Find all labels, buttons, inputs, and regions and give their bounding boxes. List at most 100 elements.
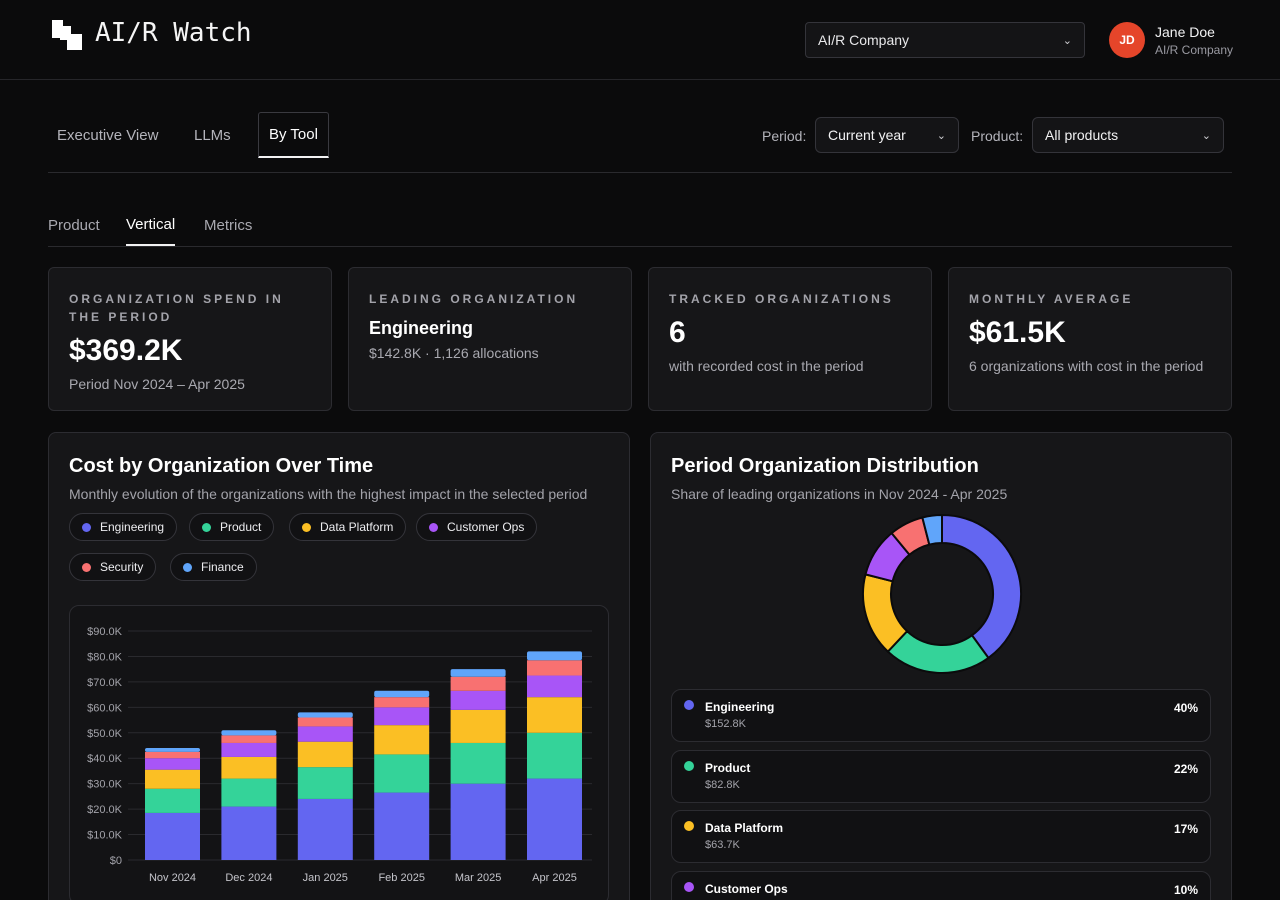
bar-segment-finance[interactable] (450, 669, 506, 677)
dist-dot (684, 821, 694, 831)
legend-chip-security[interactable]: Security (69, 553, 157, 581)
bar-segment-engineering[interactable] (145, 812, 200, 860)
bar-segment-security[interactable] (450, 676, 506, 691)
dist-item-data-platform[interactable]: Data Platform $63.7K 17% (671, 810, 1211, 863)
bar-segment-engineering[interactable] (221, 806, 277, 860)
kpi-value: $61.5K (969, 316, 1066, 349)
dist-percent: 10% (1173, 883, 1198, 897)
bar-segment-customer-ops[interactable] (297, 726, 353, 742)
legend-dot (302, 522, 311, 532)
bar-segment-engineering[interactable] (374, 792, 430, 860)
tab-by-tool[interactable]: By Tool (258, 112, 329, 158)
bar-segment-data-platform[interactable] (374, 725, 430, 755)
period-select-value: Current year (828, 127, 906, 143)
legend-label: Customer Ops (447, 520, 525, 534)
donut-chart (862, 513, 1022, 674)
period-select[interactable]: Current year ⌄ (815, 117, 959, 153)
dist-percent: 40% (1173, 701, 1198, 715)
bar-segment-security[interactable] (297, 717, 353, 727)
legend-label: Product (220, 520, 262, 534)
bar-segment-data-platform[interactable] (221, 756, 277, 779)
dist-item-customer-ops[interactable]: Customer Ops 10% (671, 871, 1211, 900)
bar-segment-finance[interactable] (221, 730, 277, 736)
tab-executive-view[interactable]: Executive View (57, 126, 159, 144)
legend-chip-customer-ops[interactable]: Customer Ops (416, 513, 538, 541)
legend-chip-product[interactable]: Product (189, 513, 275, 541)
panel-title: Cost by Organization Over Time (69, 455, 374, 477)
x-tick-label: Jan 2025 (303, 872, 348, 884)
bar-segment-product[interactable] (450, 742, 506, 784)
legend-chip-data-platform[interactable]: Data Platform (289, 513, 407, 541)
chevron-down-icon: ⌄ (1201, 129, 1211, 142)
bar-segment-security[interactable] (374, 697, 430, 708)
dist-dot (684, 882, 694, 892)
donut-slice-product[interactable] (886, 629, 990, 674)
avatar[interactable]: JD (1109, 22, 1145, 58)
kpi-card-monthly-average: MONTHLY AVERAGE $61.5K 6 organizations w… (948, 267, 1232, 411)
dist-percent: 17% (1173, 822, 1198, 836)
subtab-vertical[interactable]: Vertical (126, 205, 176, 246)
legend-label: Engineering (100, 520, 165, 534)
bar-segment-product[interactable] (374, 754, 430, 793)
bar-segment-data-platform[interactable] (527, 697, 582, 733)
bar-segment-customer-ops[interactable] (221, 742, 277, 757)
chevron-down-icon: ⌄ (1062, 34, 1072, 47)
legend-chip-finance[interactable]: Finance (170, 553, 257, 581)
stacked-bar-chart-svg: $0 $10.0K $20.0K $30.0K $40.0K $50.0K $60.0K $7… (87, 626, 592, 884)
kpi-label: TRACKED ORGANIZATIONS (669, 292, 894, 306)
bar-segment-engineering[interactable] (527, 778, 582, 860)
legend-dot (429, 522, 438, 532)
subtab-metrics[interactable]: Metrics (204, 217, 253, 234)
kpi-sub: 6 organizations with cost in the period (969, 358, 1204, 374)
panel-subtitle: Share of leading organizations in Nov 20… (671, 486, 1008, 502)
legend-dot (82, 522, 91, 532)
dist-name: Data Platform (705, 821, 784, 835)
subtab-product[interactable]: Product (48, 217, 100, 234)
bar-segment-security[interactable] (221, 735, 277, 743)
bar-segment-product[interactable] (297, 767, 353, 799)
bar-segment-engineering[interactable] (450, 783, 506, 860)
bar-segment-data-platform[interactable] (450, 709, 506, 743)
product-select[interactable]: All products ⌄ (1032, 117, 1224, 153)
panel-subtitle: Monthly evolution of the organizations w… (69, 486, 588, 502)
dist-percent: 22% (1173, 762, 1198, 776)
legend-dot (82, 562, 91, 572)
bar-segment-customer-ops[interactable] (145, 758, 200, 770)
company-select[interactable]: AI/R Company ⌄ (805, 22, 1085, 58)
legend-label: Security (100, 560, 144, 574)
y-tick-label: $90.0K (87, 626, 123, 638)
dist-item-engineering[interactable]: Engineering $152.8K 40% (671, 689, 1211, 742)
dist-name: Engineering (705, 700, 775, 714)
bar-segment-security[interactable] (145, 751, 200, 759)
kpi-value: $369.2K (69, 334, 183, 367)
bar-segment-product[interactable] (527, 732, 582, 779)
bar-segment-finance[interactable] (527, 651, 582, 661)
bar-segment-customer-ops[interactable] (450, 690, 506, 710)
tab-llms[interactable]: LLMs (194, 126, 231, 144)
bar-segment-data-platform[interactable] (145, 769, 200, 789)
legend-chip-engineering[interactable]: Engineering (69, 513, 178, 541)
kpi-sub: Period Nov 2024 – Apr 2025 (69, 376, 245, 392)
product-label: Product: (971, 128, 1024, 144)
bar-segment-finance[interactable] (374, 690, 430, 698)
y-tick-label: $70.0K (87, 677, 123, 689)
bar-segment-engineering[interactable] (297, 798, 353, 860)
donut-slice-finance[interactable] (921, 513, 943, 546)
top-header: AI/R Watch AI/R Company ⌄ JD Jane Doe AI… (0, 0, 1280, 80)
bar-segment-customer-ops[interactable] (527, 675, 582, 698)
donut-slice-engineering[interactable] (941, 513, 1022, 660)
legend-dot (202, 522, 211, 532)
kpi-card-leading-org: LEADING ORGANIZATION Engineering $142.8K… (348, 267, 632, 411)
bar-segment-product[interactable] (221, 778, 277, 807)
panel-title: Period Organization Distribution (671, 455, 979, 477)
dist-item-product[interactable]: Product $82.8K 22% (671, 750, 1211, 803)
bar-segment-security[interactable] (527, 660, 582, 676)
bar-segment-data-platform[interactable] (297, 741, 353, 768)
bar-segment-customer-ops[interactable] (374, 707, 430, 726)
bar-segment-product[interactable] (145, 788, 200, 813)
bar-segment-finance[interactable] (297, 712, 353, 718)
kpi-card-tracked-orgs: TRACKED ORGANIZATIONS 6 with recorded co… (648, 267, 932, 411)
kpi-value: 6 (669, 316, 686, 349)
bar-segment-finance[interactable] (145, 748, 200, 752)
dist-value: $152.8K (705, 718, 746, 730)
